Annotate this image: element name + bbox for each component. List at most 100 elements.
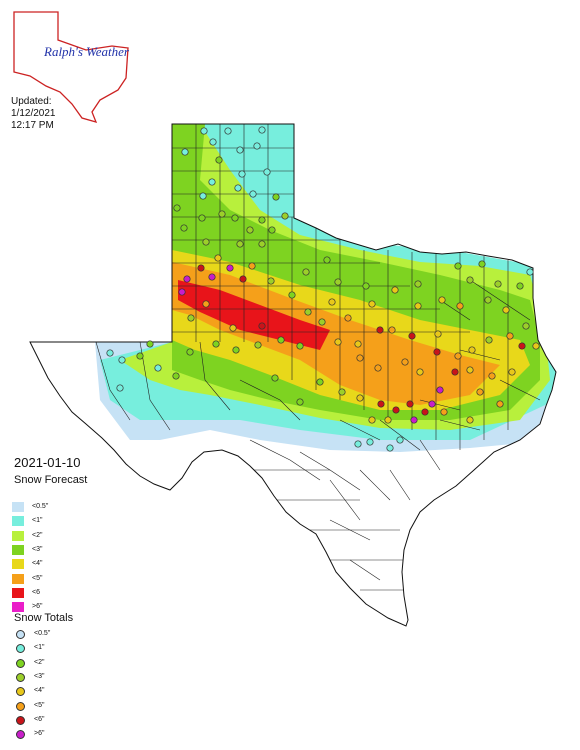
snow-forecast-layer [95, 124, 556, 452]
observation-dot [494, 280, 502, 288]
totals-dot [16, 687, 25, 697]
observation-dot [516, 282, 524, 290]
observation-dot [304, 308, 312, 316]
totals-dot [16, 630, 25, 639]
observation-dot [454, 262, 462, 270]
observation-dot [231, 214, 239, 222]
totals-dot [16, 644, 25, 654]
observation-dot [354, 440, 362, 448]
observation-dot [484, 296, 492, 304]
observation-dot [238, 170, 246, 178]
observation-dot [468, 346, 476, 354]
observation-dot [518, 342, 526, 350]
totals-legend-title: Snow Totals [14, 612, 74, 624]
observation-dot [391, 286, 399, 294]
observation-dot [506, 332, 514, 340]
observation-dot [366, 438, 374, 446]
observation-dot [451, 368, 459, 376]
observation-dot [478, 260, 486, 268]
forecast-swatch [12, 559, 24, 570]
observation-dot [334, 278, 342, 286]
observation-dot [392, 406, 400, 414]
forecast-label: <2" [32, 531, 43, 539]
observation-dot [522, 322, 530, 330]
totals-label: <2" [34, 658, 45, 666]
observation-dot [232, 346, 240, 354]
totals-label: <3" [34, 672, 45, 680]
observation-dot [476, 388, 484, 396]
observation-dot [386, 444, 394, 452]
observation-dot [253, 142, 261, 150]
observation-dot [323, 256, 331, 264]
observation-dot [485, 336, 493, 344]
observation-dot [172, 372, 180, 380]
observation-dot [215, 156, 223, 164]
observation-dot [356, 394, 364, 402]
observation-dot [374, 364, 382, 372]
observation-dot [334, 338, 342, 346]
observation-dot [288, 291, 296, 299]
forecast-label: >6" [32, 603, 43, 611]
forecast-label: <0.5" [32, 503, 49, 510]
totals-dot [16, 672, 25, 682]
observation-dot [508, 368, 516, 376]
totals-dot [16, 715, 25, 725]
observation-dot [354, 340, 362, 348]
observation-dot [436, 386, 444, 394]
observation-dot [328, 298, 336, 306]
observation-dot [181, 148, 189, 156]
observation-dot [197, 264, 205, 272]
totals-label: <0.5" [34, 630, 51, 637]
forecast-swatch [12, 516, 24, 527]
observation-dot [338, 388, 346, 396]
observation-dot [258, 240, 266, 248]
forecast-legend-title: Snow Forecast [14, 474, 88, 486]
observation-dot [254, 341, 262, 349]
forecast-swatch [12, 544, 24, 555]
observation-dot [246, 226, 254, 234]
observation-dot [496, 400, 504, 408]
observation-dot [421, 408, 429, 416]
observation-dot [234, 184, 242, 192]
observation-dot [263, 168, 271, 176]
observation-dot [414, 280, 422, 288]
observation-dot [199, 192, 207, 200]
snow-observations [106, 126, 540, 452]
observation-dot [377, 400, 385, 408]
observation-dot [258, 322, 266, 330]
observation-dot [362, 282, 370, 290]
forecast-swatch [12, 602, 24, 613]
observation-dot [526, 268, 534, 276]
observation-dot [258, 126, 266, 134]
observation-dot [239, 275, 247, 283]
observation-dot [209, 138, 217, 146]
observation-dot [208, 273, 216, 281]
observation-dot [388, 326, 396, 334]
observation-dot [466, 366, 474, 374]
observation-dot [296, 398, 304, 406]
observation-dot [277, 336, 285, 344]
observation-dot [434, 330, 442, 338]
observation-dot [249, 190, 257, 198]
totals-label: <1" [34, 644, 45, 652]
observation-dot [173, 204, 181, 212]
observation-dot [438, 296, 446, 304]
forecast-label: <3" [32, 545, 43, 553]
observation-dot [106, 349, 114, 357]
forecast-swatch [12, 587, 24, 598]
observation-dot [118, 356, 126, 364]
map-date: 2021-01-10 [14, 455, 81, 470]
observation-dot [433, 348, 441, 356]
totals-label: >6" [34, 730, 45, 738]
observation-dot [440, 408, 448, 416]
observation-dot [532, 342, 540, 350]
updated-label: Updated: [11, 96, 52, 107]
observation-dot [410, 416, 418, 424]
observation-dot [268, 226, 276, 234]
ralphs-weather-logo [13, 11, 129, 123]
observation-dot [488, 372, 496, 380]
observation-dot [218, 210, 226, 218]
observation-dot [456, 302, 464, 310]
observation-dot [368, 300, 376, 308]
